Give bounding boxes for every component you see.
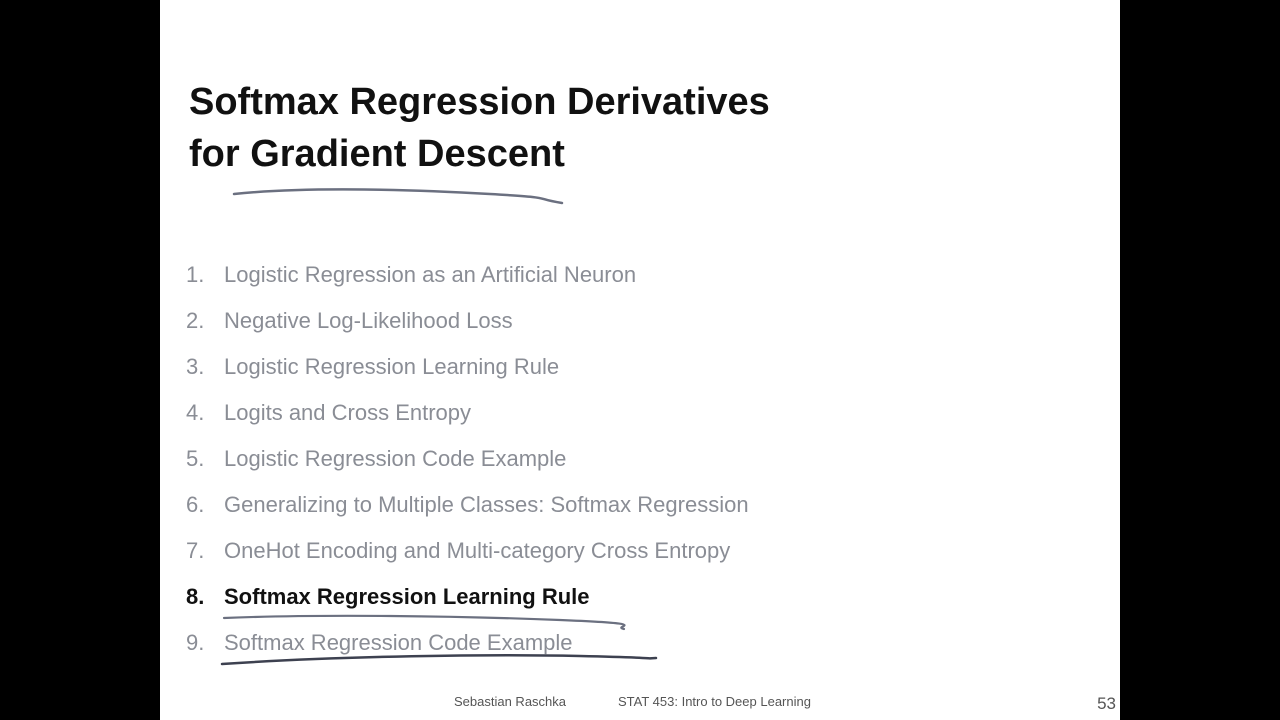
title-line-1: Softmax Regression Derivatives xyxy=(189,81,770,123)
outline-item-number: 7. xyxy=(186,538,205,563)
outline-item-number: 2. xyxy=(186,308,205,333)
outline-item-number: 8. xyxy=(186,584,205,609)
outline-item-8-current: 8. Softmax Regression Learning Rule xyxy=(186,574,749,620)
slide-title: Softmax Regression Derivatives for Gradi… xyxy=(189,76,989,180)
outline-item-3: 3. Logistic Regression Learning Rule xyxy=(186,344,749,390)
outline-item-text: Negative Log-Likelihood Loss xyxy=(224,308,513,333)
outline-item-text: OneHot Encoding and Multi-category Cross… xyxy=(224,538,731,563)
outline-item-text: Softmax Regression Learning Rule xyxy=(224,584,590,609)
footer-course: STAT 453: Intro to Deep Learning xyxy=(618,694,811,709)
outline-item-4: 4. Logits and Cross Entropy xyxy=(186,390,749,436)
outline-item-6: 6. Generalizing to Multiple Classes: Soft… xyxy=(186,482,749,528)
outline-item-number: 9. xyxy=(186,630,205,655)
outline-item-5: 5. Logistic Regression Code Example xyxy=(186,436,749,482)
footer-author: Sebastian Raschka xyxy=(454,694,567,709)
outline-item-text: Logistic Regression Code Example xyxy=(224,446,567,471)
outline-item-number: 3. xyxy=(186,354,205,379)
outline-item-1: 1. Logistic Regression as an Artificial N… xyxy=(186,252,749,298)
outline-item-9: 9. Softmax Regression Code Example xyxy=(186,620,749,666)
outline-item-text: Logistic Regression as an Artificial Neu… xyxy=(224,262,637,287)
outline-item-text: Logistic Regression Learning Rule xyxy=(224,354,560,379)
lecture-outline: 1. Logistic Regression as an Artificial N… xyxy=(186,252,749,666)
title-underline-stroke xyxy=(232,188,564,205)
outline-item-text: Generalizing to Multiple Classes: Softma… xyxy=(224,492,749,517)
outline-item-text: Logits and Cross Entropy xyxy=(224,400,472,425)
title-line-2: for Gradient Descent xyxy=(189,133,565,175)
outline-item-text: Softmax Regression Code Example xyxy=(224,630,573,655)
outline-item-number: 4. xyxy=(186,400,205,425)
outline-item-number: 6. xyxy=(186,492,205,517)
outline-item-7: 7. OneHot Encoding and Multi-category Cro… xyxy=(186,528,749,574)
outline-item-number: 5. xyxy=(186,446,205,471)
outline-item-number: 1. xyxy=(186,262,205,287)
page-number: 53 xyxy=(1097,694,1116,713)
slide: Softmax Regression Derivatives for Gradi… xyxy=(160,0,1120,720)
outline-item-2: 2. Negative Log-Likelihood Loss xyxy=(186,298,749,344)
